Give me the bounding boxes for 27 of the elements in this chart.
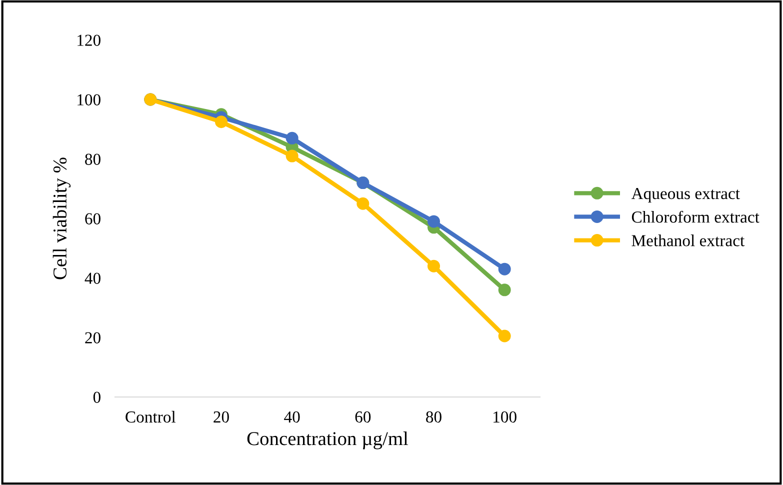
point (498, 262, 511, 276)
point (286, 150, 298, 162)
legend-label: Methanol extract (632, 234, 745, 246)
x-tick-label: 40 (284, 411, 300, 423)
y-tick-label: 60 (85, 213, 100, 224)
x-tick-label: Control (126, 410, 176, 423)
y-axis-title: Cell viability % (52, 158, 71, 280)
point (286, 132, 298, 144)
x-tick-label: 100 (494, 411, 516, 423)
point (498, 284, 511, 296)
y-tick-label: 120 (78, 34, 100, 46)
y-tick-label: 20 (85, 332, 100, 344)
y-tick-label: 100 (78, 94, 100, 106)
point (215, 116, 228, 128)
point (428, 215, 440, 228)
legend-label: Aqueous extract (631, 188, 740, 203)
x-tick-label: 60 (355, 411, 371, 423)
x-tick-label: 20 (214, 411, 229, 423)
x-axis-title: Concentration µg/ml (247, 432, 408, 450)
y-tick-label: 0 (93, 392, 100, 403)
point (428, 260, 440, 272)
point (356, 197, 370, 210)
y-tick-label: 40 (84, 272, 100, 284)
point (498, 330, 511, 342)
y-tick-label: 80 (85, 154, 100, 165)
legend-label: Chloroform extract (632, 210, 760, 223)
x-tick-label: 80 (426, 411, 442, 423)
